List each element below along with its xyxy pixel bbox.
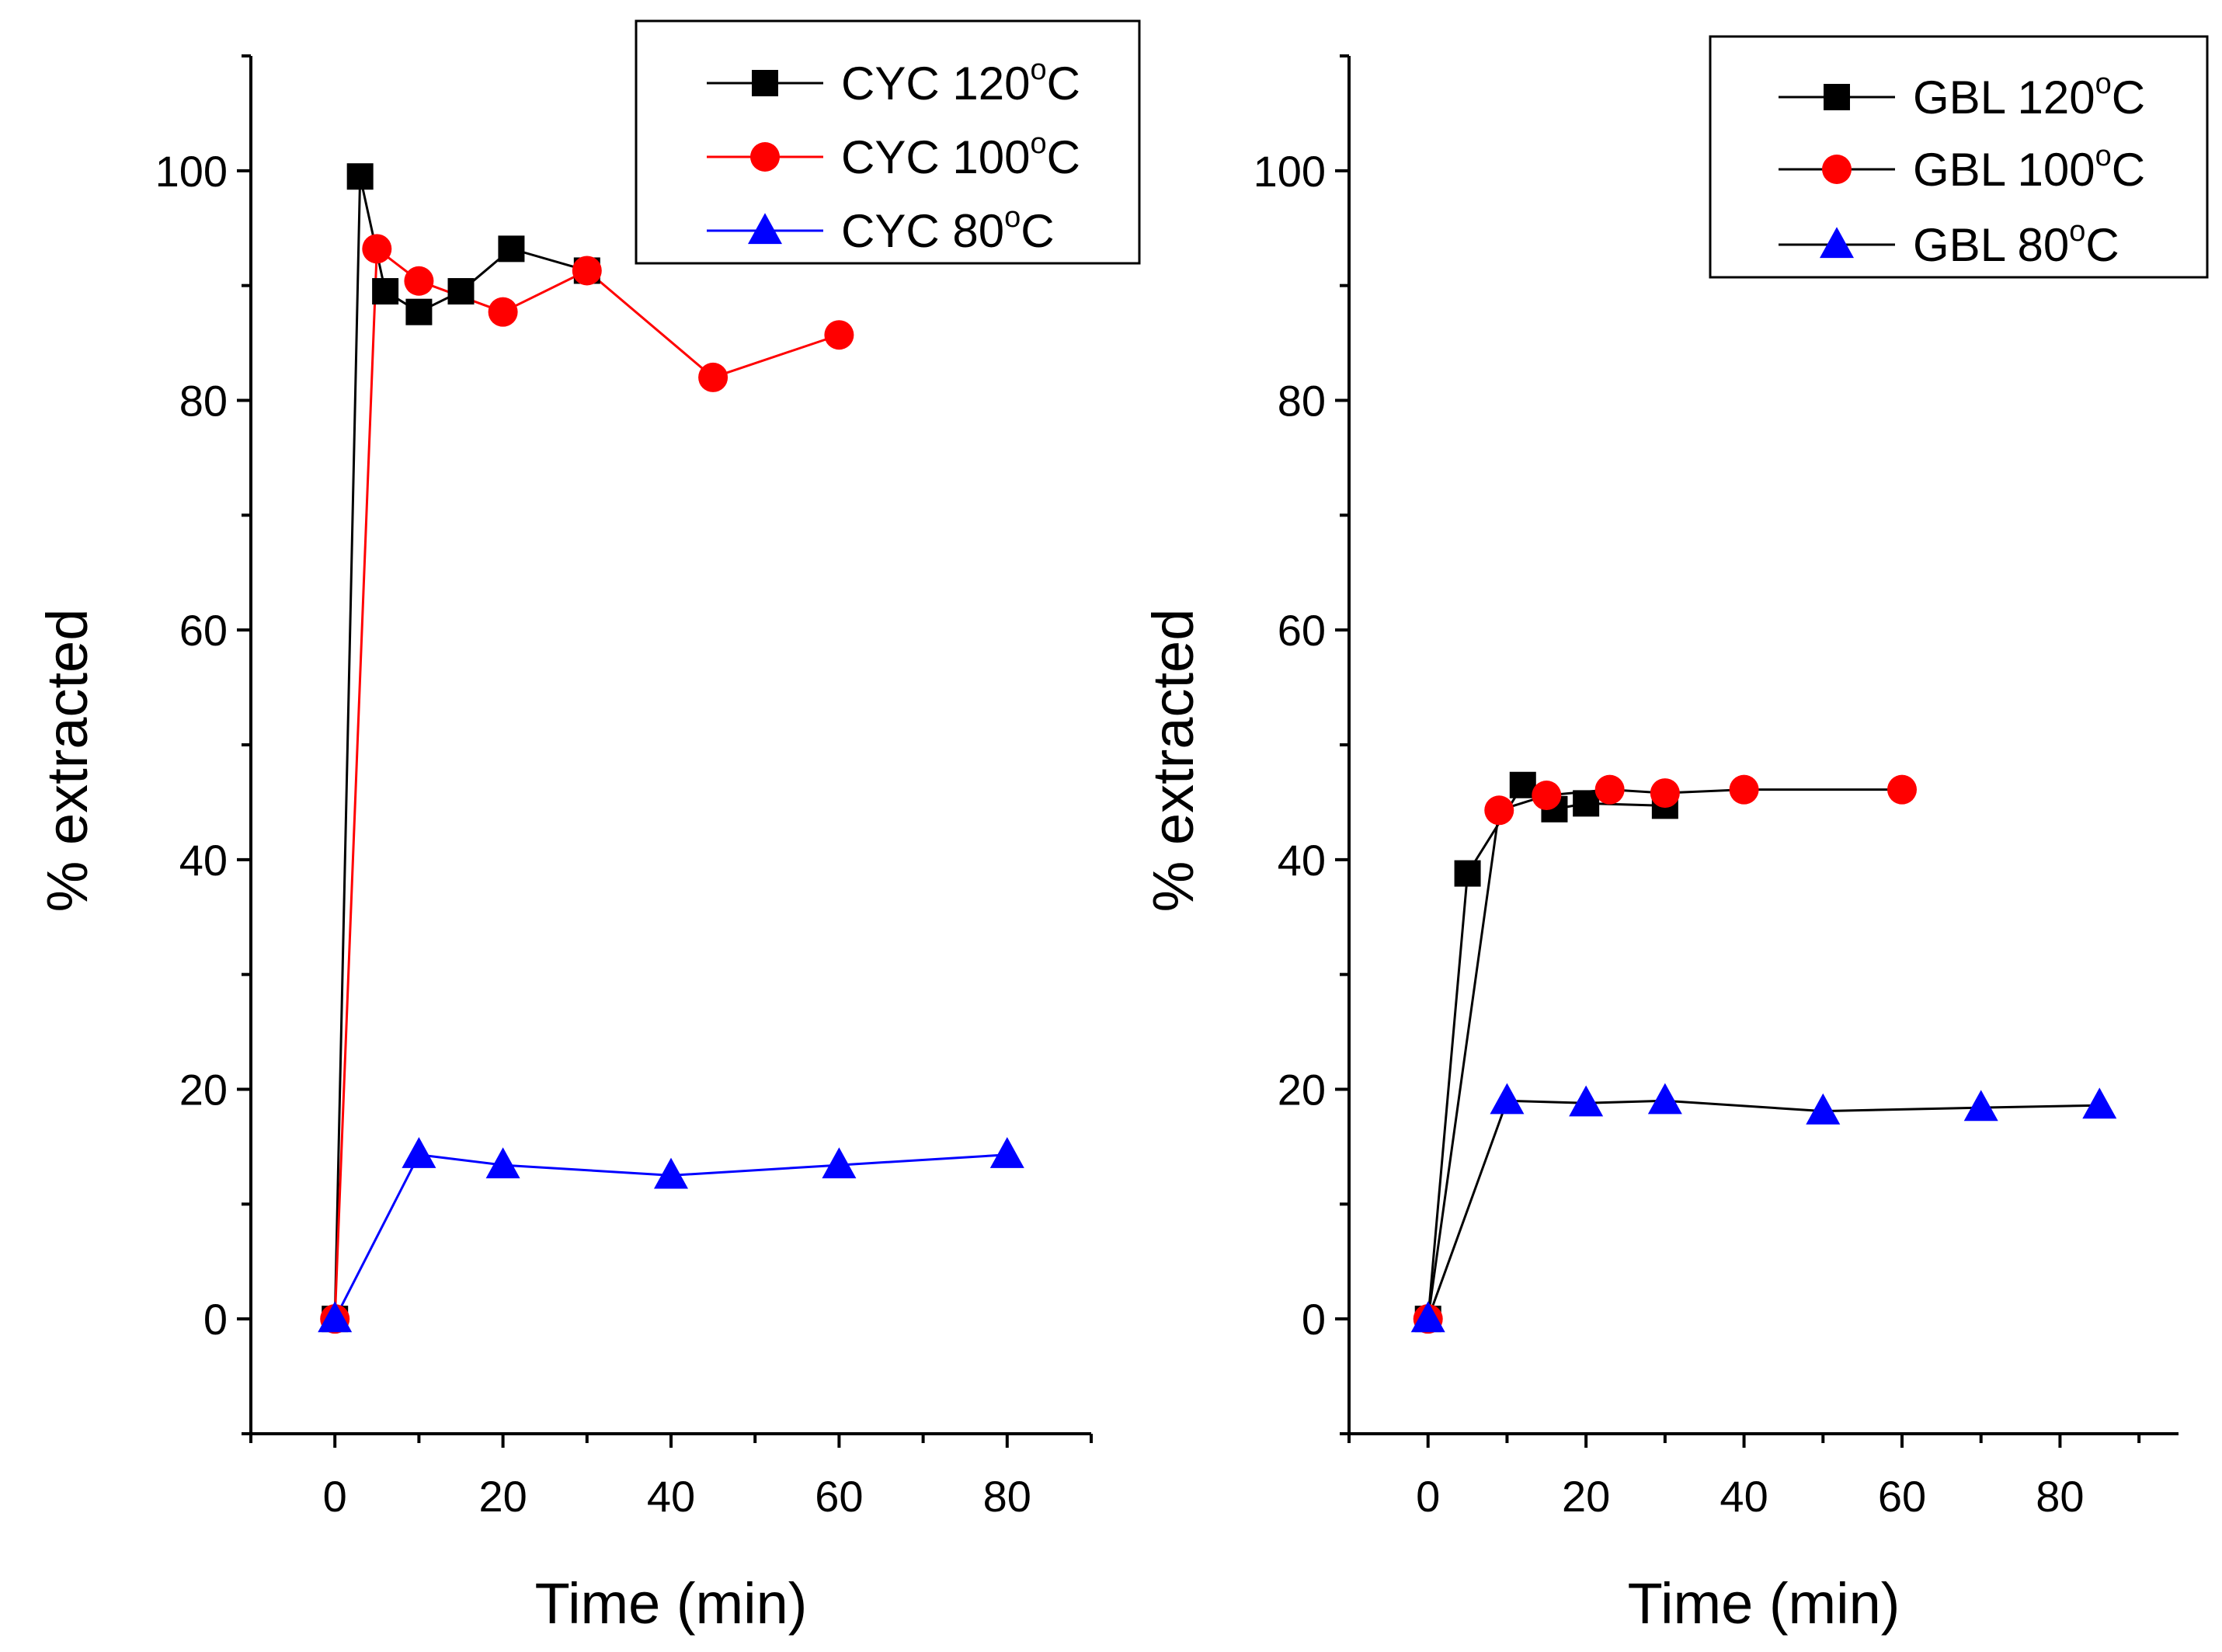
- data-point-1: [572, 256, 602, 286]
- data-point-1: [1484, 795, 1514, 826]
- legend-label: GBL 120oC: [1913, 68, 2145, 123]
- y-axis-title: % extracted: [1141, 609, 1205, 913]
- data-point-2: [1963, 1090, 1998, 1122]
- data-point-0: [1509, 771, 1536, 798]
- data-point-2: [1647, 1083, 1682, 1115]
- data-point-2: [402, 1136, 436, 1168]
- legend-label-end: C: [1047, 57, 1080, 110]
- chart-cyc: 0 20 40 60 80 100 0 20 40 60 80 Time (min) % extract…: [35, 19, 1141, 1636]
- legend-label-sup: o: [1030, 54, 1046, 86]
- x-axis-title: Time (min): [1628, 1571, 1900, 1636]
- data-point-1: [1887, 774, 1917, 805]
- legend-marker: [1822, 155, 1852, 184]
- data-point-1: [362, 234, 392, 264]
- data-point-1: [488, 297, 518, 327]
- data-point-2: [318, 1301, 353, 1333]
- legend-label-main: GBL 80: [1913, 219, 2069, 271]
- y-tick-label: 80: [1278, 377, 1326, 426]
- data-point-1: [1650, 778, 1680, 809]
- series-line-2: [1427, 1099, 2100, 1320]
- x-tick-label: 60: [815, 1472, 863, 1521]
- y-tick-label: 20: [1278, 1066, 1326, 1115]
- y-axis-title: % extracted: [35, 609, 99, 913]
- y-tick-label: 60: [179, 606, 228, 655]
- data-point-2: [1410, 1301, 1445, 1333]
- data-point-2: [989, 1136, 1024, 1168]
- data-point-2: [1569, 1085, 1604, 1117]
- series-line-1: [1427, 788, 1902, 1320]
- legend-label-main: CYC 80: [841, 205, 1004, 257]
- legend-marker: [1824, 84, 1850, 110]
- data-point-1: [1532, 781, 1562, 811]
- legend-label-end: C: [1047, 131, 1080, 183]
- y-tick-label: 40: [179, 836, 228, 885]
- legend-label-main: GBL 100: [1913, 144, 2095, 196]
- y-tick-label: 40: [1278, 836, 1326, 885]
- y-tick-label: 100: [1254, 147, 1326, 196]
- legend-label-main: GBL 120: [1913, 71, 2095, 123]
- legend-marker: [1820, 227, 1854, 259]
- y-tick-label: 100: [155, 147, 228, 196]
- data-point-0: [346, 163, 374, 190]
- legend-box: [1709, 35, 2209, 279]
- data-point-0: [1573, 790, 1600, 817]
- data-point-2: [1806, 1093, 1841, 1125]
- legend-label: CYC 80oC: [841, 201, 1055, 257]
- legend-label-end: C: [1021, 205, 1054, 257]
- x-tick-label: 80: [2036, 1472, 2084, 1521]
- legend-label: CYC 120oC: [841, 54, 1080, 110]
- legend-label-main: CYC 100: [841, 131, 1030, 183]
- data-point-2: [1490, 1083, 1525, 1115]
- x-tick-label: 20: [478, 1472, 527, 1521]
- legend-label: GBL 80oC: [1913, 215, 2119, 271]
- legend-label-sup: o: [2069, 215, 2085, 248]
- legend-label-sup: o: [1004, 201, 1021, 234]
- legend-label-main: CYC 120: [841, 57, 1030, 110]
- legend-marker: [752, 70, 778, 96]
- legend-label-sup: o: [2095, 68, 2112, 100]
- x-tick-label: 20: [1562, 1472, 1610, 1521]
- legend-marker: [750, 142, 780, 172]
- data-point-0: [447, 278, 475, 305]
- data-point-1: [1729, 774, 1759, 805]
- y-tick-label: 60: [1278, 606, 1326, 655]
- x-tick-label: 0: [1416, 1472, 1440, 1521]
- legend-label-sup: o: [2095, 140, 2112, 172]
- data-point-0: [405, 298, 433, 325]
- y-tick-label: 0: [1302, 1295, 1326, 1344]
- data-point-1: [404, 266, 434, 296]
- data-point-0: [1454, 860, 1481, 887]
- legend-label-end: C: [2112, 144, 2145, 196]
- legend-label: GBL 100oC: [1913, 140, 2145, 196]
- legend-label: CYC 100oC: [841, 127, 1080, 183]
- legend-label-end: C: [2085, 219, 2119, 271]
- y-tick-label: 0: [203, 1295, 228, 1344]
- x-tick-label: 40: [1720, 1472, 1768, 1521]
- data-point-1: [698, 362, 728, 392]
- data-point-2: [654, 1157, 688, 1189]
- x-tick-label: 80: [983, 1472, 1031, 1521]
- legend-marker: [748, 213, 782, 245]
- y-tick-label: 20: [179, 1066, 228, 1115]
- x-axis-title: Time (min): [535, 1571, 808, 1636]
- data-point-2: [2082, 1087, 2117, 1119]
- x-tick-label: 60: [1878, 1472, 1926, 1521]
- data-point-0: [498, 235, 525, 263]
- legend-box: [635, 19, 1141, 265]
- series-line-2: [333, 1153, 1007, 1320]
- legend-label-sup: o: [1030, 127, 1046, 160]
- legend-label-end: C: [2112, 71, 2145, 123]
- data-point-2: [485, 1147, 520, 1179]
- data-point-1: [1594, 774, 1625, 805]
- data-point-2: [822, 1147, 857, 1179]
- y-tick-label: 80: [179, 377, 228, 426]
- data-point-1: [824, 320, 854, 350]
- chart-gbl: 0 20 40 60 80 100 0 20 40 60 80 Time (min) % extract…: [1141, 35, 2209, 1636]
- x-tick-label: 40: [647, 1472, 695, 1521]
- data-point-0: [372, 278, 399, 305]
- x-tick-label: 0: [323, 1472, 347, 1521]
